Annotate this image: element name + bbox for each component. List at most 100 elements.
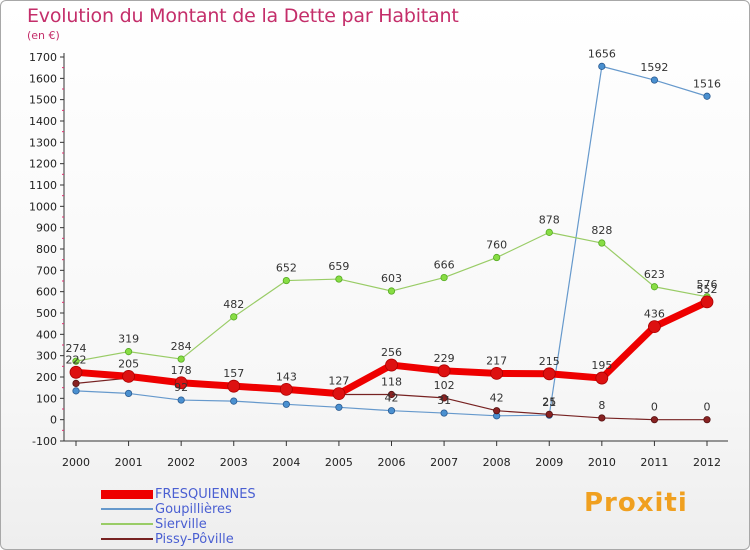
- data-point: [598, 239, 606, 247]
- data-label: 92: [174, 381, 188, 394]
- data-point: [648, 320, 661, 334]
- x-tick-label: 2004: [272, 456, 300, 469]
- y-tick-label: 1500: [29, 94, 57, 107]
- x-tick-label: 2005: [325, 456, 353, 469]
- data-point: [545, 228, 553, 236]
- legend-swatch: [101, 508, 153, 510]
- data-label: 1516: [693, 77, 721, 90]
- data-point: [124, 389, 133, 398]
- data-point: [230, 313, 238, 321]
- data-label: 229: [434, 352, 455, 365]
- data-point: [387, 407, 396, 415]
- data-point: [387, 390, 396, 399]
- data-point: [440, 394, 448, 402]
- data-label: 0: [704, 401, 711, 414]
- x-tick-label: 2000: [62, 456, 90, 469]
- data-label: 666: [434, 259, 455, 272]
- data-label: 319: [118, 333, 139, 346]
- y-tick-label: 200: [36, 371, 57, 384]
- y-tick-label: -100: [32, 435, 57, 448]
- y-tick-label: 400: [36, 328, 57, 341]
- y-tick-label: 100: [36, 392, 57, 405]
- data-point: [387, 287, 396, 295]
- data-point: [598, 414, 606, 422]
- data-label: 42: [385, 392, 399, 405]
- y-tick-label: 1300: [29, 136, 57, 149]
- data-label: 118: [381, 375, 402, 388]
- data-point: [335, 275, 343, 283]
- data-point: [595, 371, 609, 385]
- data-label: 205: [118, 357, 139, 370]
- data-point: [69, 365, 83, 379]
- data-label: 284: [171, 340, 192, 353]
- x-tick-label: 2010: [588, 456, 616, 469]
- data-point: [542, 367, 556, 381]
- legend-label: Sierville: [155, 517, 207, 532]
- legend-label: Goupillières: [155, 502, 232, 517]
- data-label: 0: [651, 401, 658, 414]
- data-point: [703, 416, 711, 424]
- legend-label: FRESQUIENNES: [155, 487, 256, 502]
- data-point: [493, 253, 501, 262]
- data-label: 195: [591, 359, 612, 372]
- data-label: 217: [486, 354, 507, 367]
- data-label: 222: [66, 353, 87, 366]
- data-point: [124, 348, 133, 356]
- data-point: [72, 387, 80, 395]
- data-point: [177, 396, 185, 404]
- data-point: [122, 369, 135, 383]
- y-tick-label: 800: [36, 243, 57, 256]
- data-label: 143: [276, 370, 297, 383]
- data-label: 178: [171, 364, 192, 377]
- data-label: 8: [598, 399, 605, 412]
- data-point: [650, 416, 659, 424]
- data-label: 42: [490, 392, 504, 405]
- data-label: 760: [486, 239, 507, 252]
- chart-title: Evolution du Montant de la Dette par Hab…: [27, 5, 459, 27]
- data-point: [440, 273, 448, 282]
- data-label: 652: [276, 262, 297, 275]
- proxiti-logo: Proxiti: [584, 488, 688, 518]
- unit-label: (en €): [27, 29, 60, 42]
- y-tick-label: 1700: [29, 51, 57, 64]
- data-label: 436: [644, 308, 665, 321]
- x-tick-label: 2002: [167, 456, 195, 469]
- data-point: [72, 357, 80, 365]
- data-label: 878: [539, 213, 560, 226]
- data-point: [335, 403, 343, 411]
- y-tick-label: 1600: [29, 72, 57, 85]
- data-point: [437, 364, 451, 378]
- data-point: [493, 407, 501, 415]
- x-tick-label: 2007: [430, 456, 458, 469]
- data-point: [700, 295, 714, 309]
- y-tick-label: 1200: [29, 158, 57, 171]
- y-tick-label: 1100: [29, 179, 57, 192]
- y-tick-label: 700: [36, 264, 57, 277]
- y-tick-label: 1400: [29, 115, 57, 128]
- data-label: 215: [539, 355, 560, 368]
- legend-swatch: [101, 523, 153, 525]
- x-tick-label: 2003: [220, 456, 248, 469]
- x-tick-label: 2011: [640, 456, 668, 469]
- y-tick-label: 1000: [29, 200, 57, 213]
- data-point: [174, 376, 188, 390]
- data-label: 102: [434, 379, 455, 392]
- data-point: [490, 366, 504, 380]
- data-point: [177, 355, 185, 363]
- data-label: 659: [328, 260, 349, 273]
- data-label: 274: [66, 342, 87, 355]
- data-point: [440, 409, 448, 417]
- x-tick-label: 2006: [378, 456, 406, 469]
- data-label: 623: [644, 268, 665, 281]
- data-label: 157: [223, 367, 244, 380]
- data-label: 1656: [588, 47, 616, 60]
- data-label: 31: [437, 394, 451, 407]
- data-point: [282, 400, 290, 408]
- legend-label: Pissy-Pôville: [155, 532, 234, 547]
- y-tick-label: 900: [36, 222, 57, 235]
- data-label: 1592: [640, 61, 668, 74]
- legend-swatch: [101, 538, 153, 540]
- data-point: [282, 276, 290, 285]
- data-point: [650, 76, 659, 84]
